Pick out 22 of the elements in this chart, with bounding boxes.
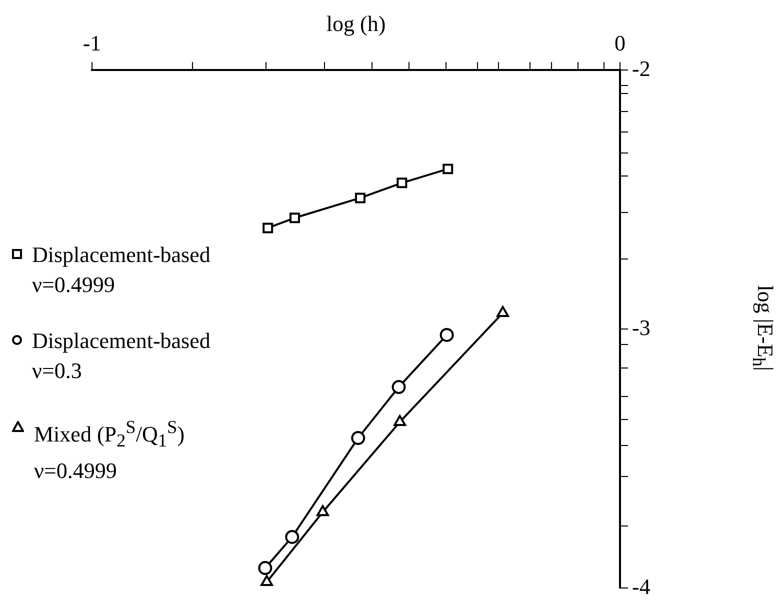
point [260,575,273,586]
legend-label: Displacement-based ν=0.3 [32,327,210,385]
point [354,192,366,204]
x-tick-label: -1 [82,30,102,56]
point [290,212,300,224]
text: Mixed (P$_{2}$$^{S}$/Q$_{1}$$^{S}$) ν=0.4999 [34,417,185,483]
point [285,530,300,544]
point [394,414,406,426]
x-axis-title: log (h) [326,10,386,36]
point [442,164,454,174]
point [262,222,274,234]
y-tick-label: -3 [632,314,650,340]
y-tick-label: -4 [632,574,650,599]
x-tick-label: 0 [614,30,626,56]
point [258,561,272,576]
point [396,178,408,188]
point [351,431,366,446]
y-tick-label: -2 [632,56,650,81]
point [316,505,329,516]
legend-label: Displacement-based ν=0.4999 [32,241,210,299]
point [392,380,406,394]
point [440,328,454,342]
